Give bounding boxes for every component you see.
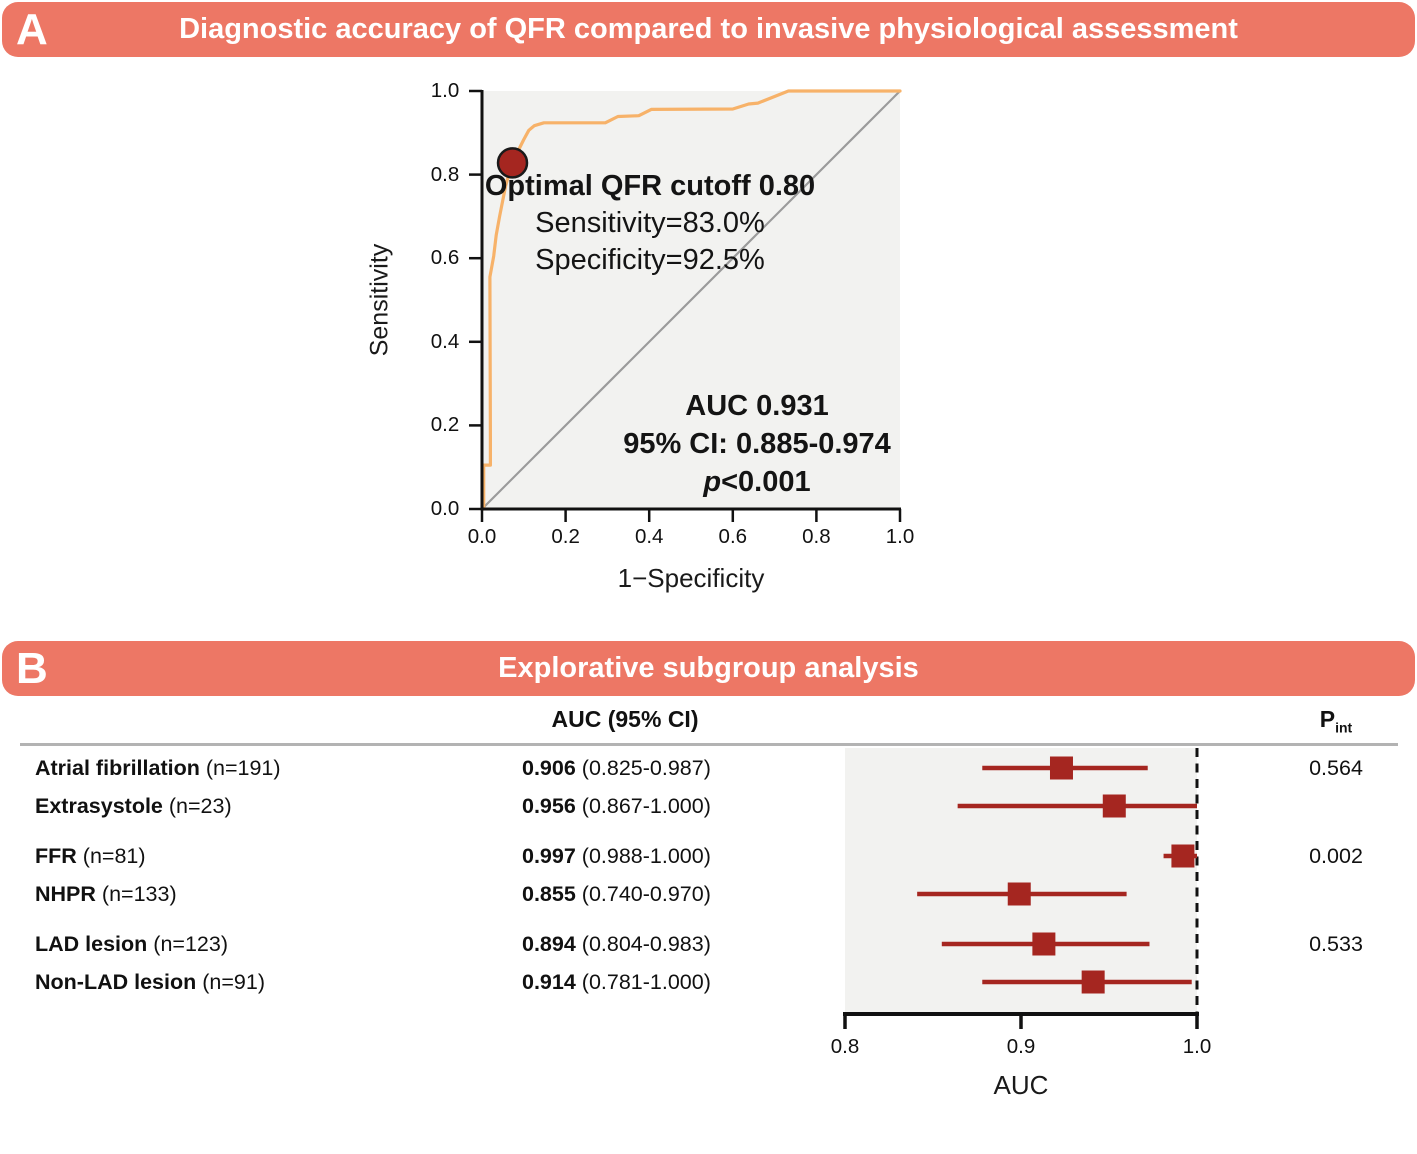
panel-a-letter: A (16, 5, 48, 54)
panel-a-header-bar: A Diagnostic accuracy of QFR compared to… (2, 2, 1415, 57)
roc-p-symbol: p (703, 466, 722, 498)
column-header-auc-ci: AUC (95% CI) (551, 706, 699, 732)
panel-b-header-bar: B Explorative subgroup analysis (2, 641, 1415, 696)
roc-annotation-cutoff: Optimal QFR cutoff 0.80 (484, 170, 816, 202)
roc-stats-annotation: AUC 0.931 95% CI: 0.885-0.974 p<0.001 (623, 387, 891, 501)
p-int-value-vessel: 0.533 (1309, 932, 1363, 956)
roc-y-tick-label: 0.8 (430, 162, 460, 186)
roc-diagonal-reference-line (481, 90, 901, 510)
roc-y-axis-label: Sensitivity (365, 243, 394, 357)
roc-optimal-annotation: Optimal QFR cutoff 0.80 Sensitivity=83.0… (485, 168, 815, 279)
table-header-divider (20, 743, 1398, 746)
roc-ci-value: 95% CI: 0.885-0.974 (623, 428, 891, 460)
roc-x-tick-label: 0.6 (718, 525, 748, 548)
forest-point-estimate-3 (1007, 882, 1031, 906)
forest-x-tick-label: 0.8 (830, 1035, 860, 1058)
panel-b-title: Explorative subgroup analysis (498, 652, 919, 684)
roc-x-tick-label: 0.4 (634, 525, 664, 548)
p-int-value-index: 0.002 (1309, 844, 1363, 868)
row-label-non-lad-lesion: Non-LAD lesion (n=91) (35, 970, 265, 994)
p-int-value-rhythm: 0.564 (1309, 756, 1363, 780)
row-label-nhpr: NHPR (n=133) (35, 882, 177, 906)
row-label-ffr: FFR (n=81) (35, 844, 146, 868)
roc-x-tick-label: 0.0 (467, 525, 497, 548)
row-label-extrasystole: Extrasystole (n=23) (35, 794, 232, 818)
forest-x-axis-label: AUC (993, 1070, 1049, 1100)
row-value-extrasystole: 0.956 (0.867-1.000) (522, 794, 711, 818)
panel-a-title: Diagnostic accuracy of QFR compared to i… (179, 13, 1238, 45)
roc-annotation-sensitivity: Sensitivity=83.0% (535, 207, 765, 239)
roc-x-axis-label: 1−Specificity (617, 563, 765, 593)
roc-p-value: p<0.001 (623, 463, 891, 501)
roc-y-tick-label: 0.6 (430, 246, 460, 270)
row-label-lad-lesion: LAD lesion (n=123) (35, 932, 228, 956)
forest-point-estimate-4 (1032, 932, 1056, 956)
roc-p-number: <0.001 (721, 466, 811, 498)
roc-y-tick-label: 0.0 (430, 497, 460, 520)
row-value-lad-lesion: 0.894 (0.804-0.983) (522, 932, 711, 956)
roc-x-tick-label: 0.8 (802, 525, 831, 548)
roc-y-tick-label: 0.2 (430, 413, 460, 437)
row-label-atrial-fibrillation: Atrial fibrillation (n=191) (35, 756, 281, 780)
roc-x-tick-label: 0.2 (551, 525, 580, 548)
forest-x-tick-label: 0.9 (1006, 1035, 1036, 1058)
forest-plot-background (845, 748, 1197, 1014)
row-value-ffr: 0.997 (0.988-1.000) (522, 844, 711, 868)
column-header-p-int: Pint (1320, 706, 1352, 736)
row-value-nhpr: 0.855 (0.740-0.970) (522, 882, 711, 906)
p-int-subscript: int (1335, 719, 1353, 736)
row-value-atrial-fibrillation: 0.906 (0.825-0.987) (522, 756, 711, 780)
row-value-non-lad-lesion: 0.914 (0.781-1.000) (522, 970, 711, 994)
forest-point-estimate-5 (1081, 970, 1105, 994)
forest-x-tick-label: 1.0 (1182, 1035, 1212, 1058)
forest-point-estimate-2 (1171, 844, 1195, 868)
roc-optimal-cutoff-point (496, 147, 529, 179)
roc-y-tick-label: 0.4 (430, 329, 460, 353)
forest-point-estimate-1 (1102, 794, 1126, 818)
roc-annotation-specificity: Specificity=92.5% (535, 244, 765, 276)
forest-point-estimate-0 (1049, 756, 1073, 780)
roc-x-tick-label: 1.0 (885, 525, 915, 548)
panel-b-letter: B (16, 644, 48, 693)
roc-y-tick-label: 1.0 (430, 79, 460, 102)
roc-auc-value: AUC 0.931 (685, 390, 829, 422)
p-int-letter: P (1319, 706, 1336, 732)
